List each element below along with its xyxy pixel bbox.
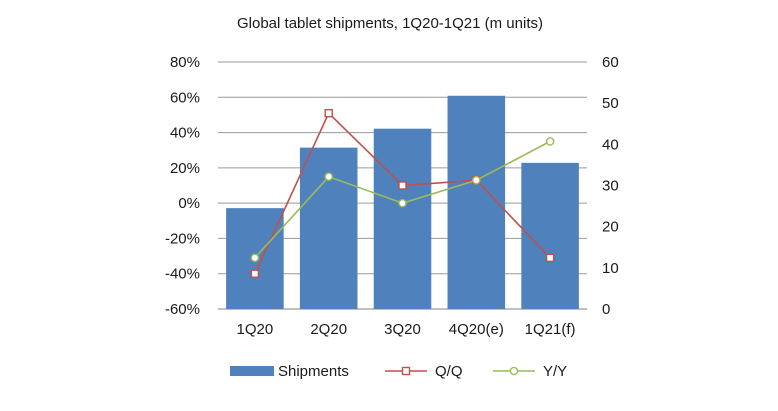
bar-shipments	[521, 162, 579, 309]
y-left-tick-label: 40%	[170, 125, 200, 142]
point-q-q	[545, 253, 555, 263]
y-right-tick-label: 10	[602, 260, 619, 277]
point-y-y	[471, 175, 481, 185]
lines	[250, 108, 555, 278]
y-right-tick-label: 30	[602, 178, 619, 195]
legend-label-y-y: Y/Y	[543, 363, 567, 380]
x-ticks: 1Q20 2Q20 3Q20 4Q20(e) 1Q21(f)	[237, 321, 576, 338]
y-left-tick-label: 20%	[170, 160, 200, 177]
y-right-tick-label: 20	[602, 219, 619, 236]
point-y-y	[545, 137, 555, 146]
x-tick-label: 1Q21(f)	[525, 321, 576, 338]
y-right-tick-label: 40	[602, 136, 619, 153]
x-tick-label: 3Q20	[384, 321, 421, 338]
y-left-tick-label: 0%	[178, 195, 200, 212]
legend-swatch-shipments	[230, 366, 274, 376]
y-left-tick-label: -20%	[165, 230, 200, 247]
x-tick-label: 2Q20	[310, 321, 347, 338]
y-left-ticks: 80% 60% 40% 20% 0% -20% -40% -60%	[165, 54, 200, 318]
y-right-tick-label: 60	[602, 54, 619, 71]
y-right-tick-label: 50	[602, 95, 619, 112]
bar-shipments	[299, 147, 358, 309]
y-left-tick-label: -60%	[165, 301, 200, 318]
bar-shipments	[447, 95, 506, 309]
point-q-q	[324, 108, 333, 118]
point-q-q	[250, 269, 260, 278]
y-left-tick-label: 60%	[170, 89, 200, 106]
bars	[226, 95, 579, 309]
legend-marker-y-y	[509, 366, 519, 376]
y-right-tick-label: 0	[602, 301, 610, 318]
y-left-tick-label: 80%	[170, 54, 200, 71]
bar-shipments	[373, 128, 432, 309]
legend-label-shipments: Shipments	[278, 363, 349, 380]
point-y-y	[324, 172, 334, 181]
y-right-ticks: 60 50 40 30 20 10 0	[602, 54, 619, 318]
point-q-q	[398, 181, 407, 190]
chart-title: Global tablet shipments, 1Q20-1Q21 (m un…	[237, 15, 543, 32]
x-tick-label: 1Q20	[237, 321, 274, 338]
legend: Shipments Q/Q Y/Y	[230, 363, 567, 380]
point-y-y	[398, 198, 407, 208]
legend-label-q-q: Q/Q	[435, 363, 463, 380]
point-y-y	[250, 253, 260, 263]
x-tick-label: 4Q20(e)	[449, 321, 504, 338]
y-left-tick-label: -40%	[165, 266, 200, 283]
legend-marker-q-q	[401, 366, 411, 376]
